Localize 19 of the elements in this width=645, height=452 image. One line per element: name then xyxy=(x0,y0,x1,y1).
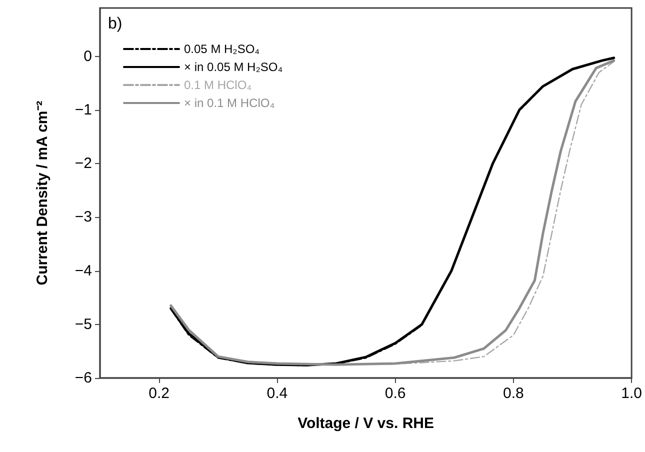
x-tick-label: 0.6 xyxy=(384,385,406,402)
legend-label: 0.05 M H₂SO₄ xyxy=(184,42,260,56)
y-tick-label: −1 xyxy=(74,101,92,118)
annotation: b) xyxy=(108,16,122,32)
legend-label: 0.1 M HClO₄ xyxy=(184,78,252,92)
x-tick-label: 0.4 xyxy=(266,385,288,402)
x-tick-label: 0.8 xyxy=(503,385,524,402)
y-tick-label: −6 xyxy=(74,370,92,386)
y-tick-label: −3 xyxy=(74,208,92,226)
legend-label: × in 0.1 M HClO₄ xyxy=(184,96,275,110)
legend-label: × in 0.05 M H₂SO₄ xyxy=(184,60,283,74)
x-axis-title: Voltage / V vs. RHE xyxy=(298,415,434,432)
y-tick-label: −5 xyxy=(74,316,92,333)
y-axis-title: Current Density / mA cm⁻² xyxy=(34,100,51,286)
x-tick-label: 0.2 xyxy=(148,385,170,402)
y-tick-label: −2 xyxy=(74,155,92,172)
y-tick-label: −4 xyxy=(74,262,92,280)
x-tick-label: 1.0 xyxy=(621,385,642,402)
y-tick-label: 0 xyxy=(84,48,92,65)
